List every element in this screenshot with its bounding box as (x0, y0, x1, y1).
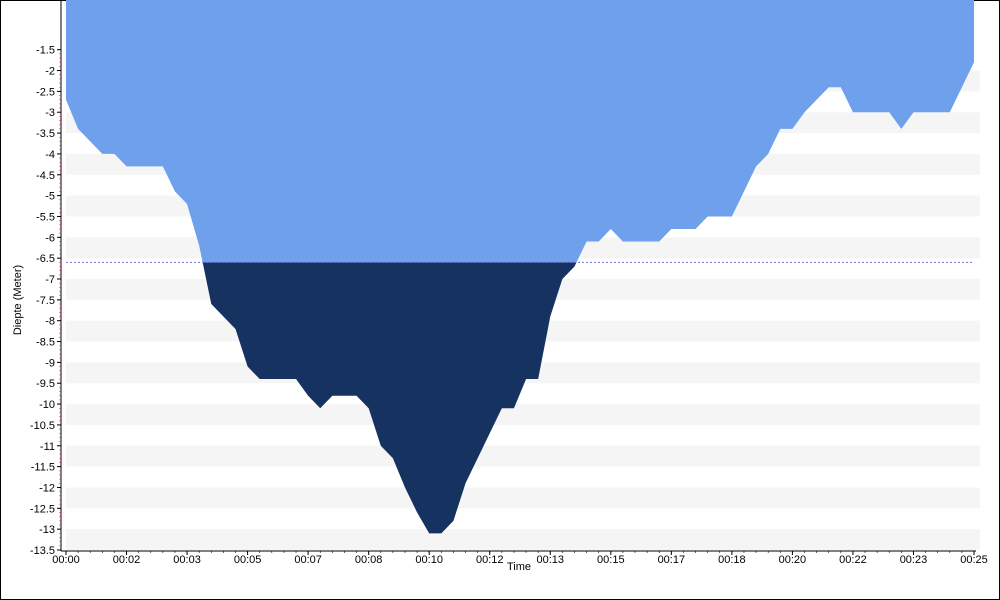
y-tick-label: -7 (45, 274, 55, 286)
y-tick-label: -8 (45, 316, 55, 328)
x-tick-label: 00:25 (960, 554, 988, 566)
grid-band (66, 445, 980, 467)
y-tick-label: -10 (39, 399, 55, 411)
x-tick-label: 00:23 (900, 554, 928, 566)
y-tick-label: -9.5 (36, 378, 55, 390)
x-axis-label: Time (506, 561, 532, 573)
x-tick-label: 00:12 (476, 554, 504, 566)
y-tick-label: -11.5 (31, 462, 55, 474)
depth-area-lower (202, 262, 577, 534)
x-tick-label: 00:10 (415, 554, 443, 566)
x-tick-label: 00:07 (294, 554, 322, 566)
y-axis-label: Diepte (Meter) (12, 264, 24, 336)
y-tick-label: -3.5 (36, 128, 55, 140)
y-tick-label: -9 (45, 357, 55, 369)
x-tick-label: 00:03 (173, 554, 201, 566)
x-tick-label: 00:20 (779, 554, 807, 566)
x-tick-label: 00:00 (52, 554, 80, 566)
x-tick-label: 00:05 (234, 554, 262, 566)
depth-area-upper (66, 0, 974, 263)
x-tick-label: 00:13 (537, 554, 565, 566)
y-tick-label: -5.5 (36, 211, 55, 223)
y-tick-label: -6 (45, 232, 55, 244)
x-tick-label: 00:18 (718, 554, 746, 566)
y-tick-label: -2 (45, 66, 55, 78)
x-tick-label: 00:17 (658, 554, 686, 566)
y-tick-label: -10.5 (30, 420, 55, 432)
grid-band (66, 529, 980, 550)
x-tick-label: 00:22 (839, 554, 867, 566)
grid-band (66, 487, 980, 509)
y-tick-label: -12.5 (30, 503, 55, 515)
y-tick-label: -1.5 (36, 45, 55, 57)
depth-series (66, 0, 974, 534)
y-tick-label: -5 (45, 191, 55, 203)
y-tick-label: -4 (45, 149, 55, 161)
x-tick-label: 00:02 (113, 554, 141, 566)
x-tick-label: 00:15 (597, 554, 625, 566)
y-tick-label: -13 (39, 524, 55, 536)
x-tick-label: 00:08 (355, 554, 383, 566)
y-tick-label: -13.5 (30, 545, 55, 557)
y-tick-label: -11 (40, 441, 55, 453)
y-tick-label: -7.5 (36, 295, 55, 307)
y-tick-label: -4.5 (36, 170, 55, 182)
y-tick-label: -2.5 (36, 86, 55, 98)
y-tick-label: -12 (39, 482, 55, 494)
grid-band (66, 404, 980, 425)
axes: -1.5 -2 -2.5 -3 -3.5 -4 -4.5 -5 -5.5 -6 -6.5 -7 -7.5… (30, 0, 988, 566)
y-tick-label: -8.5 (36, 337, 55, 349)
y-tick-label: -6.5 (36, 253, 55, 265)
y-tick-label: -3 (45, 107, 55, 119)
legend: er (965, 8, 998, 20)
